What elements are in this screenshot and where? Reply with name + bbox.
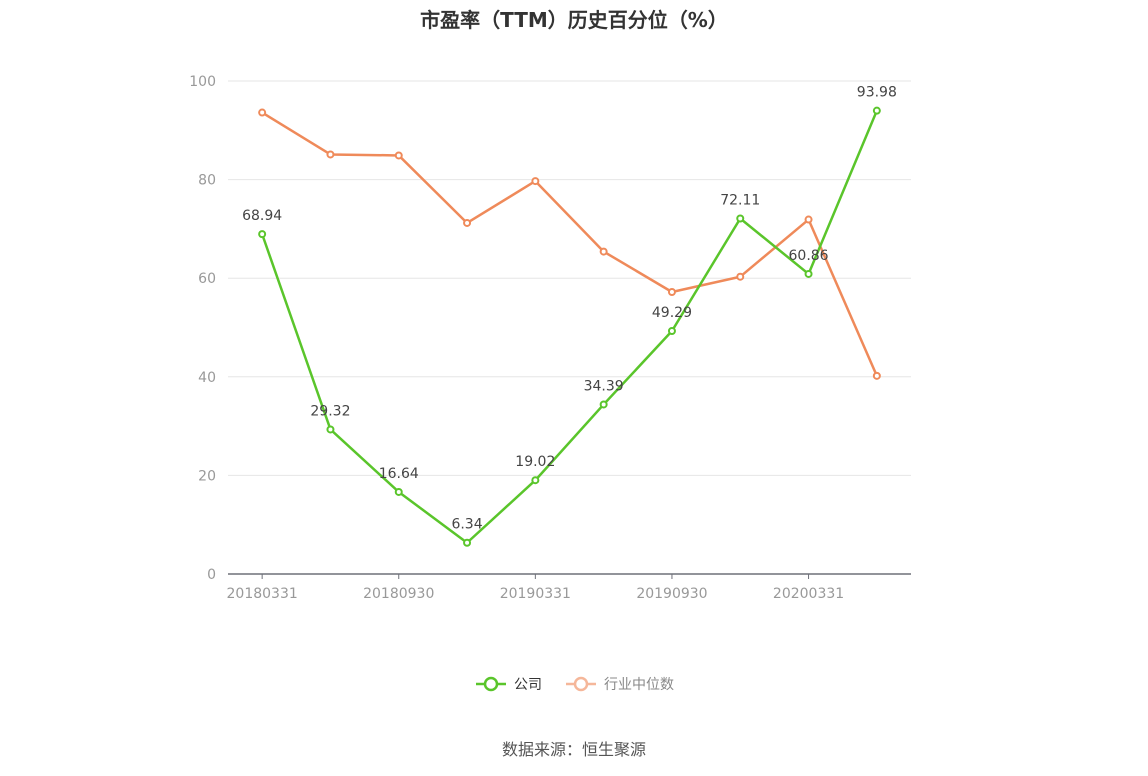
data-point-industry	[326, 150, 335, 159]
legend-item-company[interactable]: 公司	[474, 674, 542, 694]
data-point-company	[599, 400, 608, 409]
data-point-company	[872, 106, 881, 115]
data-point-company	[463, 538, 472, 547]
data-label-company: 16.64	[379, 466, 419, 482]
data-point-company	[531, 476, 540, 485]
data-point-industry	[531, 177, 540, 186]
series-line-industry	[261, 111, 878, 377]
data-label-company: 34.39	[584, 378, 624, 394]
y-tick-label: 100	[189, 74, 216, 90]
data-point-company	[326, 425, 335, 434]
y-tick-label: 60	[198, 271, 216, 287]
data-point-company	[804, 269, 813, 278]
data-point-industry	[394, 151, 403, 160]
y-tick-label: 0	[207, 567, 216, 583]
data-source: 数据来源：恒生聚源	[501, 740, 646, 759]
data-point-company	[394, 487, 403, 496]
x-tick-label: 20190930	[636, 586, 707, 602]
data-point-company	[736, 214, 745, 223]
line-chart: 0 20 40 60 80 100 20180331 20180930 20190331 2019…	[189, 74, 911, 602]
data-point-industry	[872, 371, 881, 380]
legend-label-industry: 行业中位数	[604, 677, 674, 693]
data-label-company: 29.32	[310, 403, 350, 419]
grid-lines	[228, 80, 911, 476]
data-label-company: 60.86	[789, 248, 829, 264]
x-tick-label: 20180331	[227, 586, 298, 602]
y-tick-label: 40	[198, 370, 216, 386]
data-label-company: 49.29	[652, 305, 692, 321]
chart-title: 市盈率（TTM）历史百分位（%）	[420, 8, 728, 32]
data-point-industry	[258, 108, 267, 117]
data-label-company: 72.11	[720, 192, 760, 208]
y-tick-label: 20	[198, 468, 216, 484]
data-label-company: 68.94	[242, 208, 282, 224]
data-point-industry	[599, 247, 608, 256]
data-label-company: 6.34	[451, 517, 482, 533]
series-lines	[258, 106, 881, 547]
y-tick-label: 80	[198, 173, 216, 189]
series-line-company	[260, 110, 879, 544]
legend: 公司 行业中位数	[0, 674, 1148, 694]
x-tick-label: 20180930	[363, 586, 434, 602]
data-point-industry	[804, 215, 813, 224]
legend-marker-company-icon	[476, 676, 506, 692]
legend-item-industry[interactable]: 行业中位数	[564, 674, 674, 694]
x-tick-label: 20200331	[773, 586, 844, 602]
data-labels: 68.94 29.32 16.64 6.34 19.02 34.39 49.29 72.11 6…	[242, 85, 897, 533]
data-point-company	[667, 327, 676, 336]
data-label-company: 93.98	[857, 85, 897, 101]
legend-marker-industry-icon	[566, 676, 596, 692]
data-point-company	[258, 230, 267, 239]
data-label-company: 19.02	[515, 454, 555, 470]
legend-label-company: 公司	[514, 677, 542, 693]
data-point-industry	[667, 288, 676, 297]
data-point-industry	[463, 218, 472, 227]
data-point-industry	[736, 272, 745, 281]
axes: 0 20 40 60 80 100 20180331 20180930 20190331 2019…	[189, 74, 911, 602]
x-tick-label: 20190331	[500, 586, 571, 602]
